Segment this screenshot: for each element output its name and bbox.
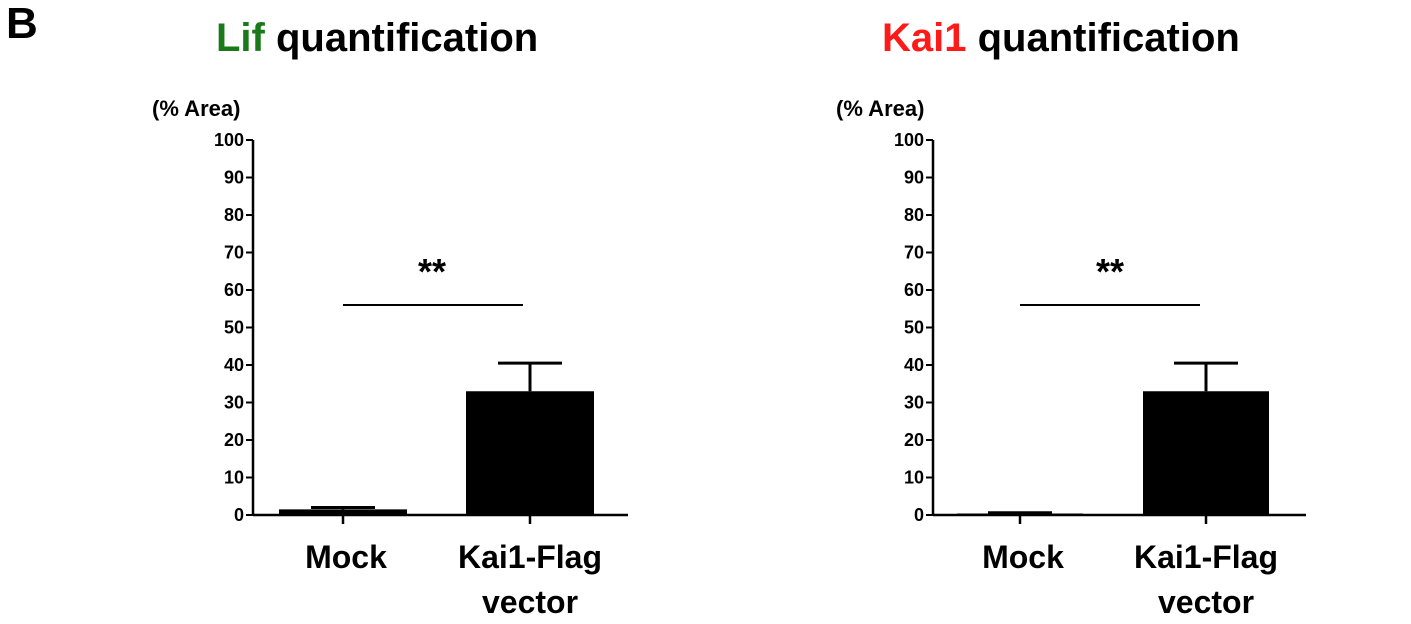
x-tick-label: vector (1158, 584, 1254, 620)
y-tick-label: 10 (224, 468, 244, 488)
title-rest-right: quantification (977, 16, 1240, 60)
y-tick-label: 50 (224, 318, 244, 338)
y-tick-label: 0 (234, 505, 244, 525)
y-tick-label: 50 (904, 318, 924, 338)
y-tick-label: 70 (224, 243, 244, 263)
y-tick-label: 80 (224, 205, 244, 225)
y-axis-label: (% Area) (152, 96, 240, 121)
significance-label: ** (418, 251, 446, 292)
y-tick-label: 60 (904, 280, 924, 300)
x-tick-label: Mock (982, 539, 1064, 575)
y-tick-label: 20 (904, 430, 924, 450)
y-tick-label: 0 (914, 505, 924, 525)
y-tick-label: 40 (224, 355, 244, 375)
y-tick-label: 30 (904, 393, 924, 413)
y-tick-label: 60 (224, 280, 244, 300)
y-tick-label: 100 (214, 130, 244, 150)
bar (466, 391, 594, 515)
bar (957, 513, 1083, 516)
y-axis-label: (% Area) (836, 96, 924, 121)
title-marker-left: Lif (216, 16, 265, 60)
y-tick-label: 30 (224, 393, 244, 413)
y-tick-label: 10 (904, 468, 924, 488)
x-tick-label: Kai1-Flag (1134, 539, 1278, 575)
x-tick-label: vector (482, 584, 578, 620)
y-tick-label: 20 (224, 430, 244, 450)
y-tick-label: 90 (904, 168, 924, 188)
chart-title-left: Lif quantification (216, 16, 538, 60)
title-rest-left: quantification (276, 16, 539, 60)
x-tick-label: Kai1-Flag (458, 539, 602, 575)
y-tick-label: 70 (904, 243, 924, 263)
bar (1143, 391, 1269, 515)
chart-left: (% Area) 0 10 20 30 40 50 60 70 80 90 100 Mock Kai1-F… (152, 96, 628, 620)
significance-label: ** (1096, 251, 1124, 292)
x-tick-label: Mock (305, 539, 387, 575)
y-tick-label: 90 (224, 168, 244, 188)
title-marker-right: Kai1 (882, 16, 967, 60)
bar (279, 509, 407, 515)
panel-label: B (6, 0, 38, 48)
y-tick-label: 80 (904, 205, 924, 225)
y-tick-label: 40 (904, 355, 924, 375)
y-tick-label: 100 (894, 130, 924, 150)
chart-title-right: Kai1 quantification (882, 16, 1240, 60)
